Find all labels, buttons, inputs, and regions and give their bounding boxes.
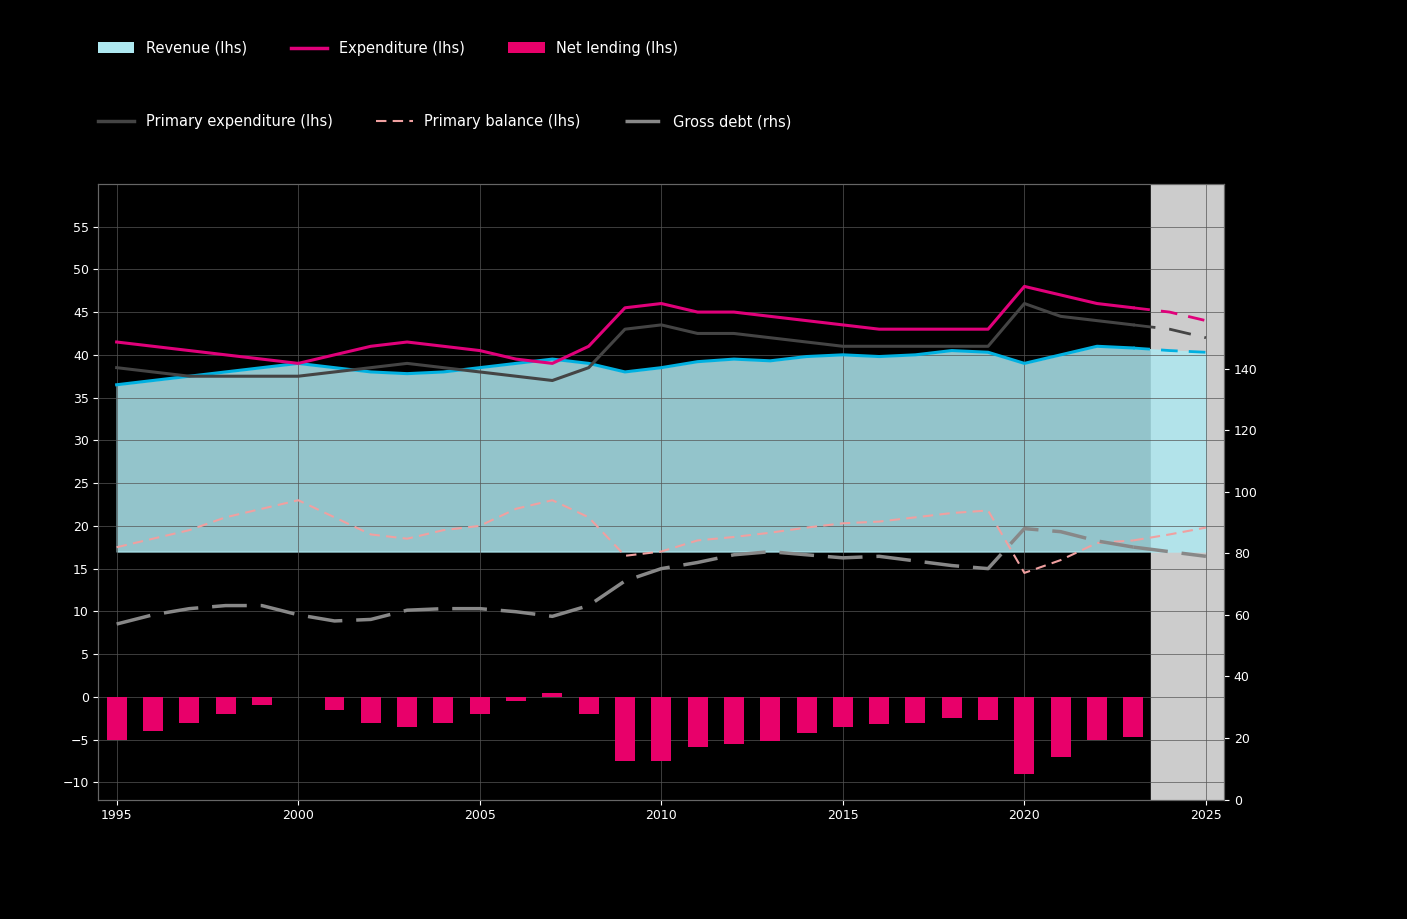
Bar [325,697,345,709]
Bar [433,697,453,722]
Bar [542,693,563,697]
Bar [688,697,708,746]
Bar [833,697,853,727]
Bar [1051,697,1071,756]
Bar [796,697,816,732]
Bar [397,697,416,727]
Bar [107,697,127,740]
Bar [1014,697,1034,774]
Bar [179,697,200,722]
Bar [1088,697,1107,740]
Bar [651,697,671,761]
Bar [725,697,744,744]
Bar [215,697,235,714]
Legend: Revenue (lhs), Expenditure (lhs), Net lending (lhs): Revenue (lhs), Expenditure (lhs), Net le… [91,35,684,62]
Bar [1123,697,1144,737]
Bar [941,697,962,719]
Bar [144,697,163,732]
Bar [578,697,598,714]
Legend: Primary expenditure (lhs), Primary balance (lhs), Gross debt (rhs): Primary expenditure (lhs), Primary balan… [91,108,796,135]
Bar [870,697,889,724]
Bar [470,697,490,714]
Bar [760,697,781,742]
Bar [360,697,381,722]
Bar [1151,184,1224,800]
Bar [252,697,272,706]
Bar [978,697,998,720]
Bar [906,697,926,722]
Bar [507,697,526,701]
Bar [615,697,635,761]
